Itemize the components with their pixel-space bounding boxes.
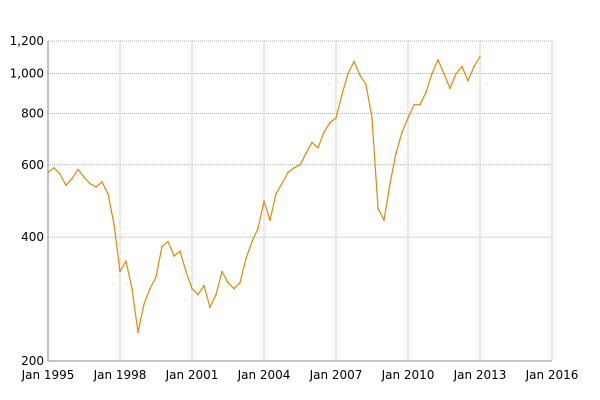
- data-point: [425, 91, 427, 94]
- data-point: [107, 193, 109, 195]
- data-point: [137, 331, 139, 333]
- data-point: [449, 87, 451, 90]
- x-tick-label: Jan 2013: [453, 368, 507, 382]
- data-point: [113, 223, 115, 226]
- data-point: [275, 193, 277, 195]
- x-tick-label: Jan 1998: [93, 368, 147, 382]
- y-tick-label: 800: [21, 106, 44, 120]
- data-point: [203, 284, 205, 287]
- data-point: [329, 121, 331, 124]
- data-point: [71, 177, 73, 180]
- data-point: [59, 173, 61, 175]
- x-tick-label: Jan 2004: [237, 368, 291, 382]
- data-point: [185, 270, 187, 273]
- data-point: [251, 240, 253, 243]
- data-point: [383, 219, 385, 221]
- data-point: [53, 166, 55, 169]
- y-tick-label: 1,200: [10, 34, 44, 48]
- data-point: [83, 176, 85, 178]
- data-point: [233, 287, 235, 290]
- y-tick-label: 400: [21, 230, 44, 244]
- data-point: [347, 72, 349, 75]
- data-point: [119, 270, 121, 273]
- data-point: [263, 200, 265, 202]
- data-point: [335, 117, 337, 119]
- data-point: [305, 152, 307, 155]
- data-point: [77, 168, 79, 171]
- data-point: [359, 74, 361, 77]
- data-point: [377, 207, 379, 210]
- data-point: [431, 72, 433, 75]
- data-point: [389, 182, 391, 185]
- x-tick-label: Jan 2001: [165, 368, 219, 382]
- data-point: [437, 59, 439, 61]
- data-point: [407, 117, 409, 119]
- data-point: [143, 303, 145, 305]
- data-point: [167, 240, 169, 243]
- data-point: [179, 250, 181, 252]
- data-point: [281, 182, 283, 185]
- data-point: [287, 171, 289, 174]
- data-point: [161, 245, 163, 248]
- chart-tick-labels: 200 400 600 800 1,000 1,200 Jan 1995 Jan 1998 Ja…: [10, 34, 579, 382]
- data-point: [365, 83, 367, 86]
- data-point: [293, 166, 295, 169]
- x-tick-label: Jan 2010: [381, 368, 435, 382]
- chart-axes: [47, 41, 552, 362]
- data-point: [473, 65, 475, 68]
- data-point: [395, 152, 397, 155]
- data-point: [89, 182, 91, 185]
- data-point: [341, 93, 343, 96]
- data-point: [323, 131, 325, 134]
- data-point: [95, 186, 97, 188]
- data-point: [125, 260, 127, 262]
- x-tick-label: Jan 2016: [525, 368, 579, 382]
- y-tick-label: 1,000: [10, 67, 44, 81]
- y-tick-label: 200: [21, 354, 44, 368]
- x-tick-label: Jan 2007: [309, 368, 363, 382]
- data-point: [221, 270, 223, 273]
- data-point: [239, 281, 241, 284]
- data-point: [311, 141, 313, 144]
- data-point: [317, 146, 319, 149]
- data-point: [353, 60, 355, 63]
- data-point: [47, 171, 49, 174]
- data-point: [443, 72, 445, 75]
- data-point: [455, 72, 457, 75]
- data-point: [419, 103, 421, 106]
- y-tick-label: 600: [21, 158, 44, 172]
- data-point: [461, 65, 463, 68]
- data-point: [173, 255, 175, 257]
- data-point: [257, 227, 259, 230]
- data-point: [149, 287, 151, 290]
- data-point: [131, 287, 133, 290]
- data-point: [467, 80, 469, 82]
- data-point: [401, 131, 403, 134]
- data-point: [413, 103, 415, 106]
- chart-series: [47, 55, 481, 333]
- data-point: [479, 55, 481, 58]
- data-point: [245, 257, 247, 260]
- data-point: [101, 181, 103, 183]
- x-tick-label: Jan 1995: [21, 368, 75, 382]
- data-point: [299, 163, 301, 166]
- data-point: [269, 219, 271, 221]
- data-point: [191, 287, 193, 290]
- data-point: [209, 306, 211, 309]
- data-point: [215, 293, 217, 296]
- data-point: [197, 293, 199, 296]
- data-point: [65, 184, 67, 187]
- data-point: [227, 281, 229, 284]
- data-point: [155, 276, 157, 278]
- data-point: [371, 117, 373, 119]
- chart-gridlines: [47, 40, 553, 362]
